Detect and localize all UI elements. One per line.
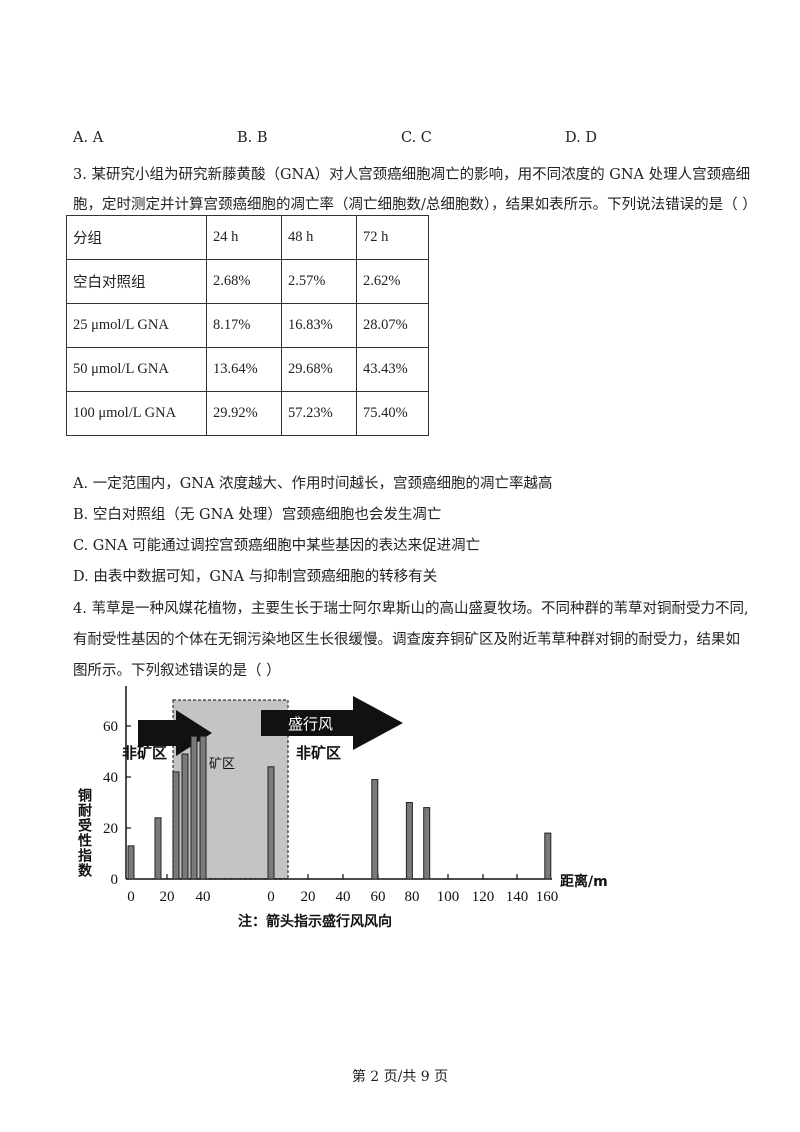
table-cell: 分组 xyxy=(66,215,207,260)
wind-arrow-right-icon xyxy=(261,696,403,750)
chart-bar xyxy=(172,771,180,880)
x-tick-label: 20 xyxy=(160,889,175,905)
y-axis-label: 铜耐受性指数 xyxy=(76,787,92,878)
x-tick-label: 120 xyxy=(472,889,495,905)
x-tick-label: 20 xyxy=(301,889,316,905)
wind-label: 盛行风 xyxy=(288,715,333,733)
chart-bar xyxy=(154,817,162,880)
option-c-prev: C. C xyxy=(401,130,432,146)
q3-stem-line-2: 胞，定时测定并计算宫颈癌细胞的凋亡率（凋亡细胞数/总细胞数），结果如表所示。下列… xyxy=(73,197,757,213)
chart-bar xyxy=(544,832,552,880)
y-tick-label: 60 xyxy=(103,719,118,735)
q3-stem-line-1: 3. 某研究小组为研究新藤黄酸（GNA）对人宫颈癌细胞凋亡的影响，用不同浓度的 … xyxy=(73,167,751,183)
chart-bar xyxy=(267,766,275,880)
x-tick-label: 60 xyxy=(371,889,386,905)
x-tick-label: 40 xyxy=(196,889,211,905)
table-cell: 29.68% xyxy=(281,347,357,392)
x-tick-label: 0 xyxy=(267,889,275,905)
q3-option-d: D. 由表中数据可知，GNA 与抑制宫颈癌细胞的转移有关 xyxy=(73,569,438,585)
x-tick-label: 0 xyxy=(127,889,135,905)
chart-bar xyxy=(423,807,431,880)
table-cell: 50 μmol/L GNA xyxy=(66,347,207,392)
y-tick-label: 40 xyxy=(103,770,118,786)
table-row: 25 μmol/L GNA 8.17% 16.83% 28.07% xyxy=(66,303,429,348)
table-cell: 2.57% xyxy=(281,259,357,304)
q3-data-table: 分组 24 h 48 h 72 h 空白对照组 2.68% 2.57% 2.62… xyxy=(66,215,429,436)
table-cell: 43.43% xyxy=(356,347,429,392)
chart-bar xyxy=(405,802,413,880)
option-d-prev: D. D xyxy=(565,130,597,146)
table-cell: 25 μmol/L GNA xyxy=(66,303,207,348)
table-cell: 13.64% xyxy=(206,347,282,392)
q4-stem-line-2: 有耐受性基因的个体在无铜污染地区生长很缓慢。调查废弃铜矿区及附近苇草种群对铜的耐… xyxy=(73,632,740,648)
table-cell: 24 h xyxy=(206,215,282,260)
page-footer: 第 2 页/共 9 页 xyxy=(351,1069,449,1085)
chart-bar xyxy=(199,735,207,880)
chart-bar xyxy=(190,735,198,880)
table-cell: 2.62% xyxy=(356,259,429,304)
chart-note: 注：箭头指示盛行风风向 xyxy=(238,913,392,930)
region-label-nonmine-left: 非矿区 xyxy=(122,744,167,762)
table-cell: 75.40% xyxy=(356,391,429,436)
table-row: 50 μmol/L GNA 13.64% 29.68% 43.43% xyxy=(66,347,429,392)
chart-bar xyxy=(181,753,189,880)
x-tick-label: 160 xyxy=(536,889,559,905)
table-cell: 29.92% xyxy=(206,391,282,436)
table-cell: 2.68% xyxy=(206,259,282,304)
q3-option-b: B. 空白对照组（无 GNA 处理）宫颈癌细胞也会发生凋亡 xyxy=(73,507,442,523)
table-cell: 16.83% xyxy=(281,303,357,348)
q3-option-a: A. 一定范围内，GNA 浓度越大、作用时间越长，宫颈癌细胞的凋亡率越高 xyxy=(73,476,553,492)
region-label-mine: 矿区 xyxy=(209,757,235,772)
x-tick-label: 40 xyxy=(336,889,351,905)
table-row: 空白对照组 2.68% 2.57% 2.62% xyxy=(66,259,429,304)
region-label-nonmine-right: 非矿区 xyxy=(296,744,341,762)
x-axis-label: 距离/m xyxy=(560,873,608,890)
y-tick-label: 20 xyxy=(103,821,118,837)
table-cell: 48 h xyxy=(281,215,357,260)
q3-option-c: C. GNA 可能通过调控宫颈癌细胞中某些基因的表达来促进凋亡 xyxy=(73,538,481,554)
table-cell: 72 h xyxy=(356,215,429,260)
table-cell: 8.17% xyxy=(206,303,282,348)
table-header-row: 分组 24 h 48 h 72 h xyxy=(66,215,429,260)
x-tick-label: 80 xyxy=(405,889,420,905)
chart-bar xyxy=(371,779,379,880)
table-cell: 28.07% xyxy=(356,303,429,348)
q4-stem-line-3: 图所示。下列叙述错误的是（ ） xyxy=(73,663,281,679)
q4-stem-line-1: 4. 苇草是一种风媒花植物，主要生长于瑞士阿尔卑斯山的高山盛夏牧场。不同种群的苇… xyxy=(73,601,749,617)
copper-tolerance-chart: 盛行风 非矿区 矿区 非矿区 铜耐受性指数 0 20 40 60 0 20 40 0 20 40… xyxy=(76,686,608,930)
chart-bar xyxy=(127,845,135,880)
table-row: 100 μmol/L GNA 29.92% 57.23% 75.40% xyxy=(66,391,429,436)
y-tick-label: 0 xyxy=(111,872,119,888)
option-b-prev: B. B xyxy=(237,130,268,146)
table-cell: 空白对照组 xyxy=(66,259,207,304)
x-tick-label: 100 xyxy=(437,889,460,905)
option-a-prev: A. A xyxy=(73,130,104,146)
table-cell: 57.23% xyxy=(281,391,357,436)
x-tick-label: 140 xyxy=(506,889,529,905)
table-cell: 100 μmol/L GNA xyxy=(66,391,207,436)
